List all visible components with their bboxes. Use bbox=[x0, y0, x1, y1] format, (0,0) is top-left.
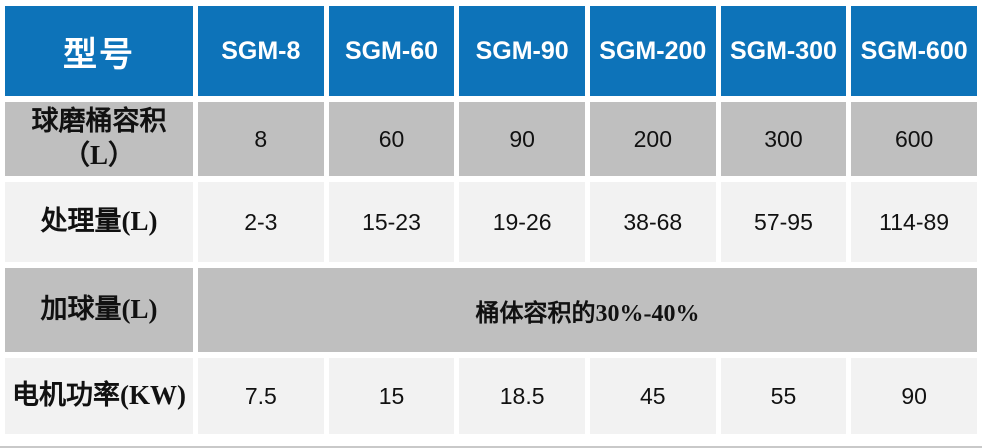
table-row-capacity: 处理量(L) 2-3 15-23 19-26 38-68 57-95 114-8… bbox=[5, 182, 977, 262]
value-cell: 55 bbox=[720, 358, 847, 434]
value-cell: 600 bbox=[851, 102, 977, 176]
value-cell: 90 bbox=[851, 358, 977, 434]
value-cell: 57-95 bbox=[720, 182, 847, 262]
value-cell: 45 bbox=[589, 358, 716, 434]
merged-value-cell: 桶体容积的30%-40% bbox=[198, 268, 977, 352]
row-label-barrel-volume: 球磨桶容积 （L） bbox=[5, 102, 193, 176]
value-cell: 200 bbox=[589, 102, 716, 176]
value-cell: 18.5 bbox=[459, 358, 585, 434]
header-cell-sgm-8: SGM-8 bbox=[198, 6, 324, 96]
value-cell: 114-89 bbox=[851, 182, 977, 262]
header-cell-sgm-60: SGM-60 bbox=[328, 6, 455, 96]
value-cell: 15-23 bbox=[328, 182, 455, 262]
table-row-barrel-volume: 球磨桶容积 （L） 8 60 90 200 300 600 bbox=[5, 102, 977, 176]
row-label-motor-power: 电机功率(KW) bbox=[5, 358, 193, 434]
table-header-row: 型号 SGM-8 SGM-60 SGM-90 SGM-200 SGM-300 S… bbox=[5, 6, 977, 96]
header-cell-sgm-600: SGM-600 bbox=[851, 6, 977, 96]
row-label-ball-charge: 加球量(L) bbox=[5, 268, 193, 352]
value-cell: 60 bbox=[328, 102, 455, 176]
value-cell: 8 bbox=[198, 102, 324, 176]
value-cell: 38-68 bbox=[589, 182, 716, 262]
value-cell: 7.5 bbox=[198, 358, 324, 434]
value-cell: 90 bbox=[459, 102, 585, 176]
value-cell: 2-3 bbox=[198, 182, 324, 262]
row-label-capacity: 处理量(L) bbox=[5, 182, 193, 262]
value-cell: 300 bbox=[720, 102, 847, 176]
value-cell: 19-26 bbox=[459, 182, 585, 262]
header-cell-model-label: 型号 bbox=[5, 6, 193, 96]
value-cell: 15 bbox=[328, 358, 455, 434]
header-cell-sgm-90: SGM-90 bbox=[459, 6, 585, 96]
header-cell-sgm-300: SGM-300 bbox=[720, 6, 847, 96]
table-row-motor-power: 电机功率(KW) 7.5 15 18.5 45 55 90 bbox=[5, 358, 977, 434]
header-cell-sgm-200: SGM-200 bbox=[589, 6, 716, 96]
table-row-ball-charge: 加球量(L) 桶体容积的30%-40% bbox=[5, 268, 977, 352]
